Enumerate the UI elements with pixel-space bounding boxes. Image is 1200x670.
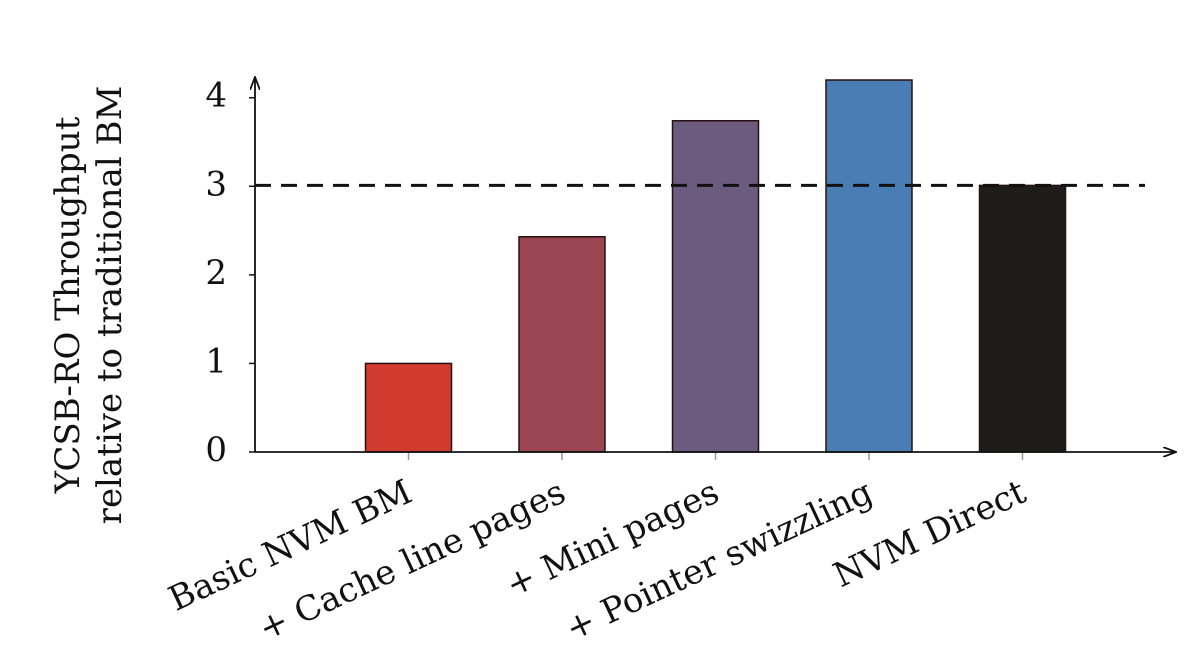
y-axis-title-line: relative to traditional BM (90, 86, 130, 525)
y-tick-label: 2 (205, 253, 227, 293)
y-axis-title-line: YCSB-RO Throughput (48, 116, 88, 494)
bar (825, 79, 913, 453)
bar (364, 362, 453, 453)
y-tick-label: 3 (205, 164, 227, 204)
bar (671, 119, 760, 453)
bar (978, 184, 1067, 453)
y-tick-label: 0 (205, 430, 227, 470)
bar (518, 236, 606, 453)
y-tick-label: 1 (205, 341, 227, 381)
y-axis-title: YCSB-RO Throughput relative to tradition… (48, 86, 130, 525)
y-tick-label: 4 (205, 76, 227, 116)
